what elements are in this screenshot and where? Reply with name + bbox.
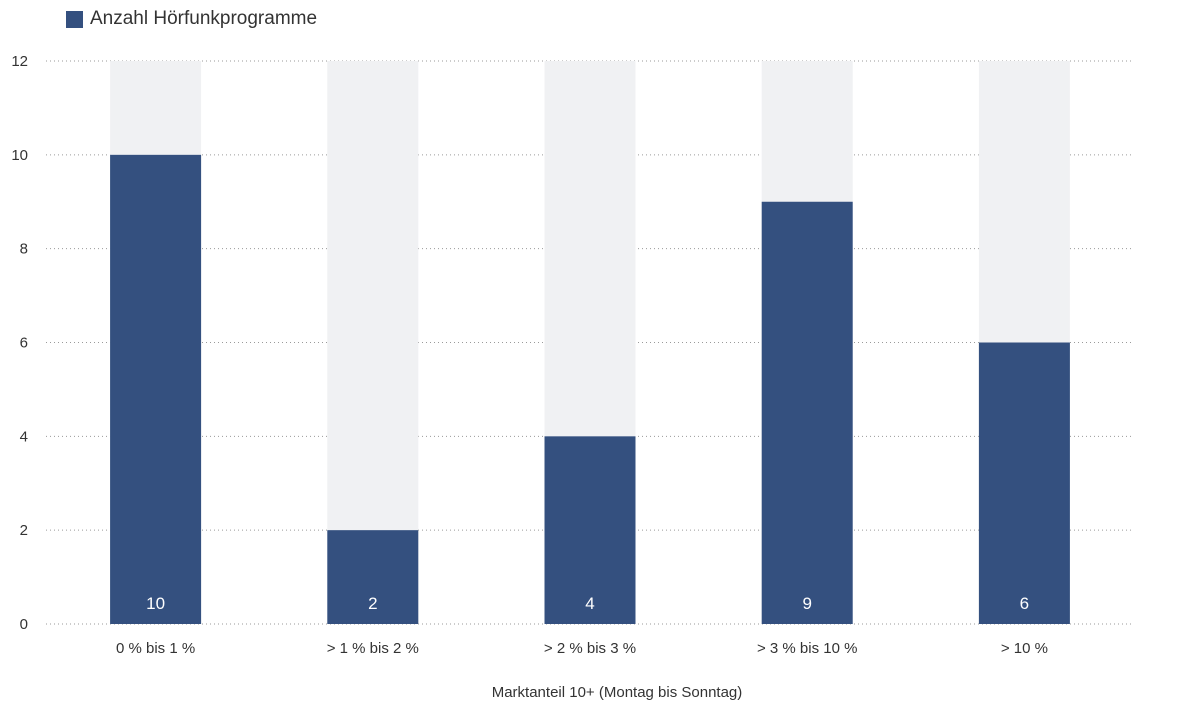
- data-label: 6: [1020, 594, 1029, 613]
- y-tick-label: 10: [11, 147, 28, 164]
- bar: [761, 201, 853, 624]
- x-tick-label: > 2 % bis 3 %: [544, 640, 636, 657]
- legend-swatch: [66, 10, 83, 28]
- y-tick-label: 8: [20, 241, 28, 258]
- y-tick-label: 6: [20, 335, 28, 352]
- y-tick-label: 12: [11, 53, 28, 70]
- y-tick-label: 4: [20, 428, 28, 445]
- bar: [110, 154, 202, 625]
- x-axis-title: Marktanteil 10+ (Montag bis Sonntag): [492, 684, 743, 701]
- x-tick-label: > 1 % bis 2 %: [327, 640, 419, 657]
- legend-label: Anzahl Hörfunkprogramme: [90, 8, 318, 29]
- x-tick-label: > 10 %: [1001, 640, 1048, 657]
- bar: [544, 436, 636, 624]
- y-tick-label: 2: [20, 522, 28, 539]
- data-label: 9: [802, 594, 811, 613]
- bar: [978, 342, 1070, 624]
- legend: Anzahl Hörfunkprogramme: [66, 8, 317, 30]
- bar: [327, 530, 419, 624]
- data-label: 4: [585, 594, 594, 613]
- x-tick-label: 0 % bis 1 %: [116, 640, 195, 657]
- y-tick-label: 0: [20, 616, 28, 633]
- x-tick-label: > 3 % bis 10 %: [757, 640, 857, 657]
- data-label: 10: [146, 594, 165, 613]
- data-label: 2: [368, 594, 377, 613]
